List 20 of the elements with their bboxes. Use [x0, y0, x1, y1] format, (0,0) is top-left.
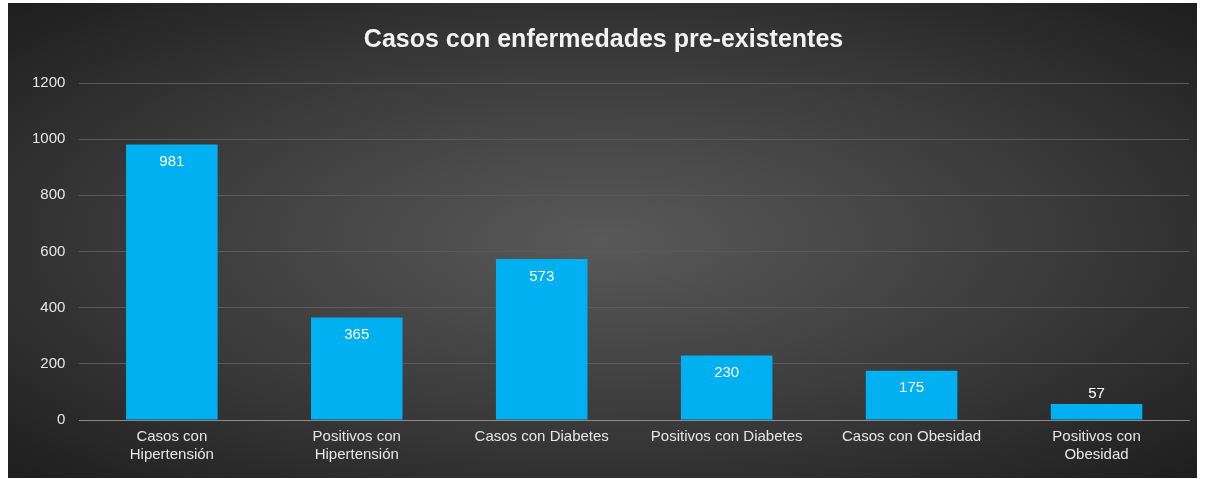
x-tick-label: Casos con Obesidad — [841, 427, 982, 445]
chart-title: Casos con enfermedades pre-existentes — [363, 23, 844, 52]
y-tick-label: 800 — [40, 185, 66, 203]
x-tick-label: Positivos con Obesidad — [1052, 427, 1141, 463]
y-tick-label: 600 — [40, 241, 66, 259]
y-tick-label: 400 — [40, 297, 66, 315]
y-tick-label: 1200 — [31, 73, 66, 91]
data-label: 57 — [1088, 383, 1105, 401]
data-label: 573 — [529, 266, 555, 284]
x-tick-label: Casos con Hipertensión — [129, 427, 214, 463]
y-tick-label: 1000 — [31, 129, 66, 147]
y-tick-label: 0 — [57, 410, 66, 428]
data-label: 981 — [159, 152, 185, 170]
data-label: 230 — [714, 363, 740, 381]
data-label: 365 — [344, 325, 370, 343]
x-tick-label: Positivos con Diabetes — [650, 427, 803, 445]
data-label: 175 — [899, 378, 925, 396]
x-tick-label: Positivos con Hipertensión — [312, 427, 401, 463]
x-tick-label: Casos con Diabetes — [474, 427, 609, 445]
y-tick-label: 200 — [40, 353, 66, 371]
